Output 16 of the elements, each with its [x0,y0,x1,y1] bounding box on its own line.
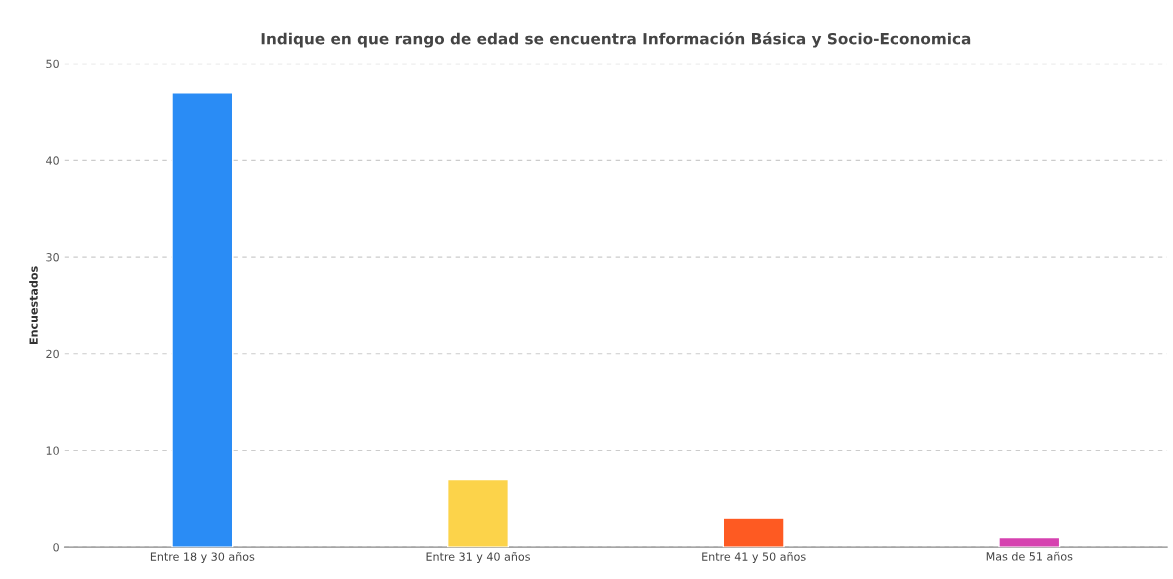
y-tick-label: 0 [53,543,59,552]
bar [998,536,1061,548]
y-tick-label: 30 [46,253,59,262]
x-tick-label: Entre 41 y 50 años [702,552,806,563]
y-tick-label: 40 [46,156,59,165]
bar [171,92,234,548]
y-tick-label: 50 [46,59,59,69]
x-tick-label: Mas de 51 años [986,551,1073,561]
y-axis-title: Encuestados [29,266,38,344]
x-tick-label: Entre 18 y 30 años [150,552,255,563]
chart-title: Indique en que rango de edad se encuentra Información Básica y Socio-Economica [261,32,971,48]
bar [722,517,785,548]
y-tick-label: 20 [46,349,59,359]
x-tick-label: Entre 31 y 40 años [426,552,530,563]
bar [446,478,510,548]
y-tick-label: 10 [46,446,59,455]
